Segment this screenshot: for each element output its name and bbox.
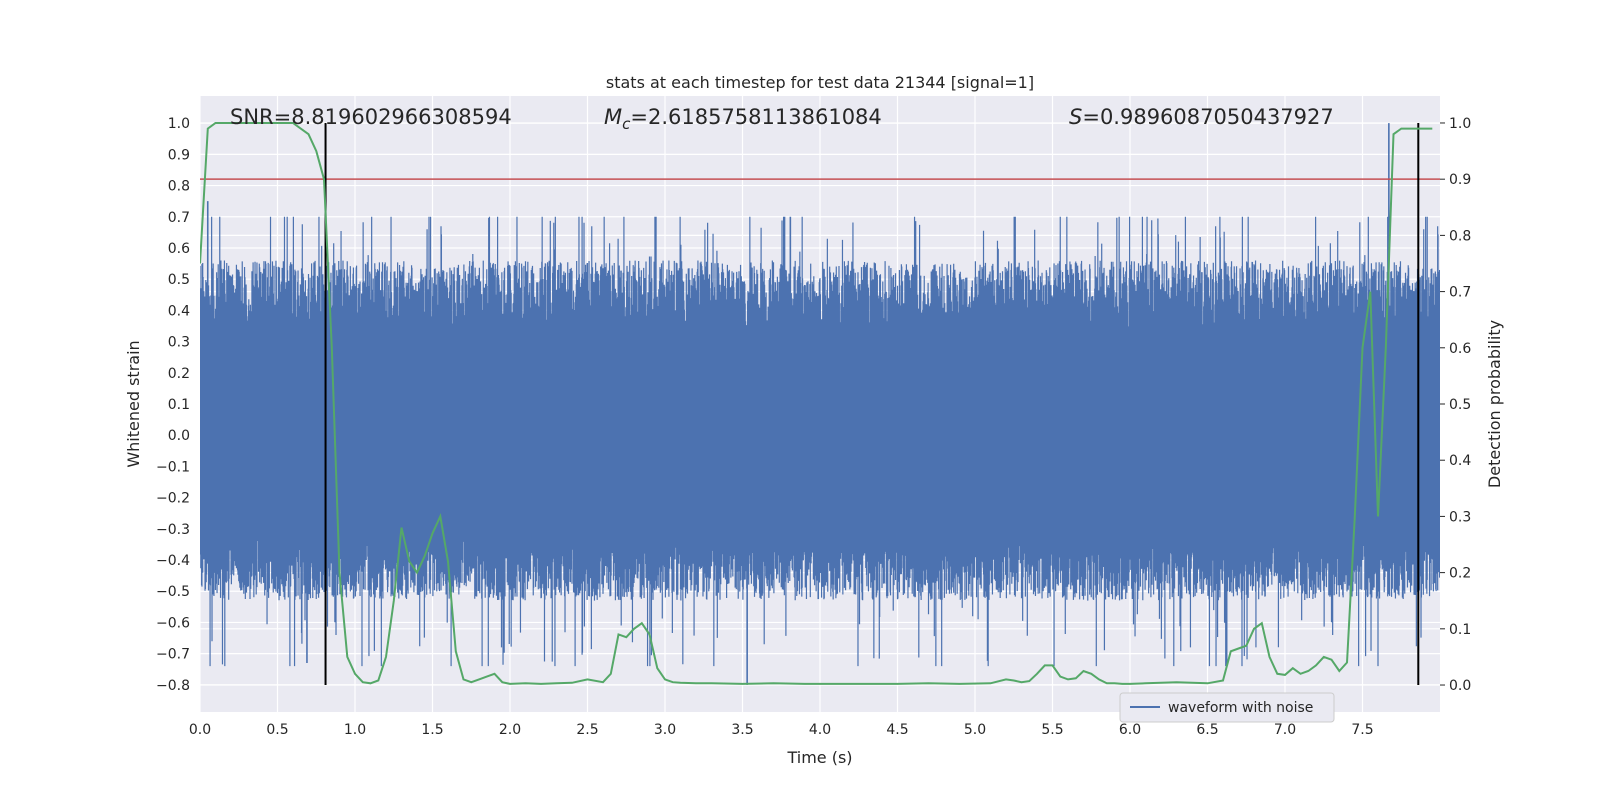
y-tick-label: −0.4: [156, 553, 190, 569]
y-tick-label: −0.7: [156, 647, 190, 663]
y2-tick-label: 0.3: [1449, 509, 1471, 525]
legend-box: [1119, 692, 1335, 723]
x-axis-label: Time (s): [786, 748, 852, 767]
x-tick-label: 1.0: [344, 722, 366, 738]
x-tick-label: 5.5: [1041, 722, 1063, 738]
y-tick-label: 0.6: [168, 241, 190, 257]
y2-tick-label: 0.4: [1449, 453, 1471, 469]
y2-tick-label: 0.7: [1449, 285, 1471, 301]
legend-label-waveform: waveform with noise: [1168, 700, 1313, 716]
y-axis-ticks: −0.8 −0.7 −0.6 −0.5 −0.4 −0.3 −0.2 −0.1 0.0 0.1 0.…: [156, 116, 190, 694]
x-tick-label: 2.5: [576, 722, 598, 738]
y-tick-label: −0.8: [156, 678, 190, 694]
y-tick-label: 0.5: [168, 272, 190, 288]
x-tick-label: 3.5: [731, 722, 753, 738]
score-symbol: S: [1069, 105, 1082, 129]
detection-probability-line: [200, 122, 1433, 685]
snr-annotation: SNR=8.819602966308594: [230, 105, 512, 129]
y-tick-label: 0.4: [168, 303, 190, 319]
y2-axis-label: Detection probability: [1485, 320, 1504, 488]
y-axis-label: Whitened strain: [124, 340, 143, 467]
x-axis-ticks: 0.0 0.5 1.0 1.5 2.0 2.5 3.0 3.5 4.0 4.5 5.0 5.5 6.0 6…: [189, 722, 1374, 738]
y-tick-label: 0.0: [168, 428, 190, 444]
x-tick-label: 7.5: [1351, 722, 1373, 738]
y2-tick-label: 0.0: [1449, 678, 1471, 694]
y-tick-label: −0.2: [156, 491, 190, 507]
x-tick-label: 0.0: [189, 722, 211, 738]
x-tick-label: 6.5: [1196, 722, 1218, 738]
chirp-mass-symbol: M: [604, 105, 622, 129]
y-tick-label: 0.7: [168, 210, 190, 226]
x-tick-label: 5.0: [964, 722, 986, 738]
score-value: =0.9896087050437927: [1082, 105, 1333, 129]
chirp-mass-annotation: Mc=2.6185758113861084: [604, 105, 882, 133]
x-tick-label: 1.5: [421, 722, 443, 738]
legend: waveform with noise: [1119, 692, 1335, 723]
y2-tick-label: 0.2: [1449, 566, 1471, 582]
y2-tick-label: 0.8: [1449, 228, 1471, 244]
y2-tick-label: 1.0: [1449, 116, 1471, 132]
y-tick-label: −0.5: [156, 584, 190, 600]
chirp-mass-value: =2.6185758113861084: [630, 105, 881, 129]
x-tick-label: 3.0: [654, 722, 676, 738]
y-tick-label: 0.3: [168, 335, 190, 351]
y-tick-label: −0.1: [156, 459, 190, 475]
y2-axis-ticks: 0.0 0.1 0.2 0.3 0.4 0.5 0.6 0.7 0.8 0.9 1.0: [1440, 116, 1471, 694]
x-tick-label: 2.0: [499, 722, 521, 738]
x-tick-label: 7.0: [1274, 722, 1296, 738]
x-tick-label: 6.0: [1119, 722, 1141, 738]
chirp-mass-subscript: c: [622, 115, 631, 133]
y-tick-label: −0.6: [156, 615, 190, 631]
overlay: [200, 122, 1440, 686]
y2-tick-label: 0.9: [1449, 172, 1471, 188]
y-tick-label: 0.1: [168, 397, 190, 413]
chart-title: stats at each timestep for test data 213…: [606, 73, 1034, 92]
y-tick-label: 0.8: [168, 179, 190, 195]
y-tick-label: 1.0: [168, 116, 190, 132]
waveform-core: [200, 347, 1440, 520]
score-annotation: S=0.9896087050437927: [1069, 105, 1334, 129]
y2-tick-label: 0.1: [1449, 622, 1471, 638]
y2-tick-label: 0.5: [1449, 397, 1471, 413]
x-tick-label: 4.5: [886, 722, 908, 738]
x-tick-label: 0.5: [266, 722, 288, 738]
waveform-series: [200, 123, 1440, 685]
x-tick-label: 4.0: [809, 722, 831, 738]
y-tick-label: 0.2: [168, 366, 190, 382]
y-tick-label: 0.9: [168, 147, 190, 163]
y2-tick-label: 0.6: [1449, 341, 1471, 357]
y-tick-label: −0.3: [156, 522, 190, 538]
